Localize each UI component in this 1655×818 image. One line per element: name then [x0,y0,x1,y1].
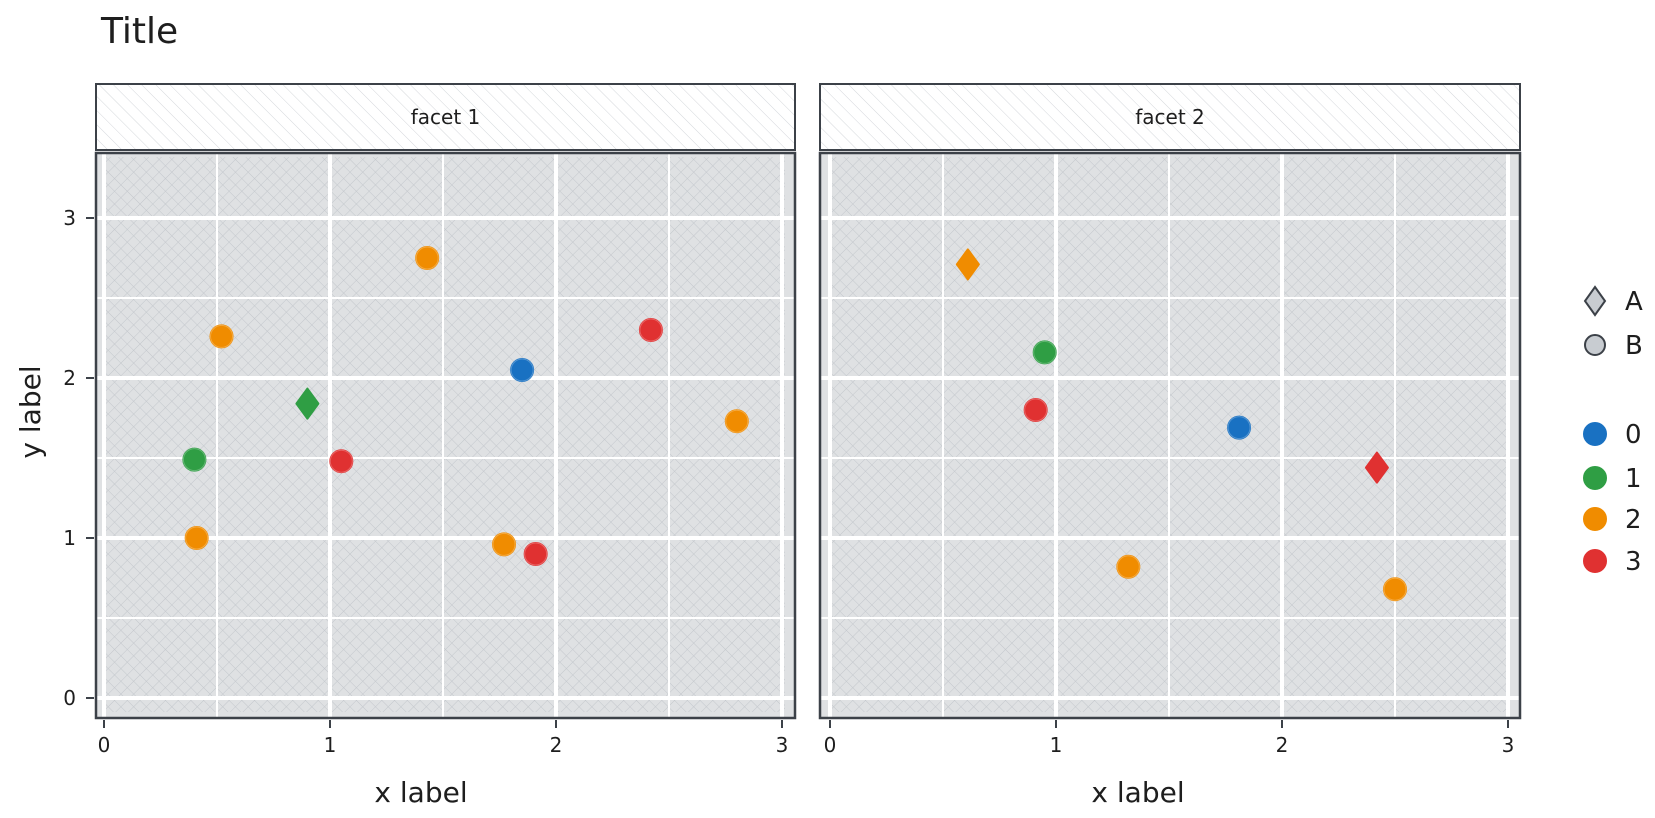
legend-shape-circle [1584,334,1606,356]
legend-color-swatch [1583,507,1607,531]
panel-frame [818,151,1522,720]
facet-strip-label: facet 1 [411,105,481,129]
data-point-circle [209,324,234,349]
data-point-circle [492,532,517,557]
data-point-circle [1116,554,1141,579]
data-point-outline [492,532,516,556]
data-point-circle [415,246,440,270]
x-axis-label-facet-1: x label [374,776,467,809]
data-point-outline [725,409,749,433]
data-point-outline [1116,555,1140,579]
x-tick-label: 2 [550,733,563,757]
data-point-outline [639,318,663,342]
data-point-outline [1227,416,1251,440]
data-point-outline [182,448,206,472]
legend-color-label: 2 [1625,505,1642,535]
y-axis-label: y label [14,365,47,458]
x-tick-label: 2 [1276,733,1289,757]
data-point-circle [1227,415,1252,440]
legend-color-label: 0 [1625,420,1642,450]
data-point-outline [210,324,234,348]
data-point-outline [329,449,353,473]
data-point-circle [1032,340,1057,365]
x-tick-label: 1 [1050,733,1063,757]
data-point-diamond [1364,451,1389,484]
data-point-circle [1023,398,1048,422]
x-tick-label: 1 [324,733,337,757]
facet-strip [819,83,1521,151]
data-point-circle [182,447,207,472]
legend-shape-label: B [1625,331,1643,361]
x-tick-label: 3 [1502,733,1515,757]
legend: AB 0 1 2 3 [1583,285,1643,577]
panel-frame [94,151,797,720]
data-point-diamond [295,387,320,420]
data-point-circle [724,409,749,434]
legend-color-swatch [1583,466,1607,490]
legend-color-label: 3 [1625,547,1642,577]
data-point-outline [1024,398,1048,422]
x-axis-label-facet-2: x label [1091,776,1184,809]
data-point-outline [415,246,439,270]
legend-color-label: 1 [1625,464,1642,494]
x-tick-label: 0 [98,733,111,757]
legend-shape-label: A [1625,287,1643,317]
y-tick-label: 1 [63,526,76,550]
x-tick-label: 0 [824,733,837,757]
data-point-circle [510,358,535,382]
x-tick-label: 3 [776,733,789,757]
data-point-outline [524,542,548,566]
facet-panel-1: facet 1 0 1 2 3 0 1 2 3 [63,83,797,757]
data-point-circle [523,542,548,566]
facet-strip [95,83,796,151]
data-point-outline [1033,340,1057,364]
facet-panels: facet 1 0 1 2 3 0 1 2 3 facet 2 0 1 2 3 [63,83,1522,757]
legend-color-swatch [1583,549,1607,573]
facet-panel-2: facet 2 0 1 2 3 [818,83,1522,757]
data-point-circle [329,449,354,474]
data-point-outline [510,358,534,382]
y-tick-label: 0 [63,686,76,710]
chart-title: Title [100,11,178,52]
data-point-circle [1383,577,1407,602]
legend-color-swatch [1583,422,1607,446]
legend-shape-diamond [1583,285,1607,317]
panel-hatch [106,157,785,712]
data-point-diamond [955,248,980,281]
y-tick-label: 2 [63,366,76,390]
y-tick-label: 3 [63,206,76,230]
data-point-circle [638,318,663,342]
facet-strip-label: facet 2 [1135,105,1205,129]
data-point-outline [185,526,209,550]
data-point-outline [1383,577,1407,601]
data-point-circle [184,526,209,550]
